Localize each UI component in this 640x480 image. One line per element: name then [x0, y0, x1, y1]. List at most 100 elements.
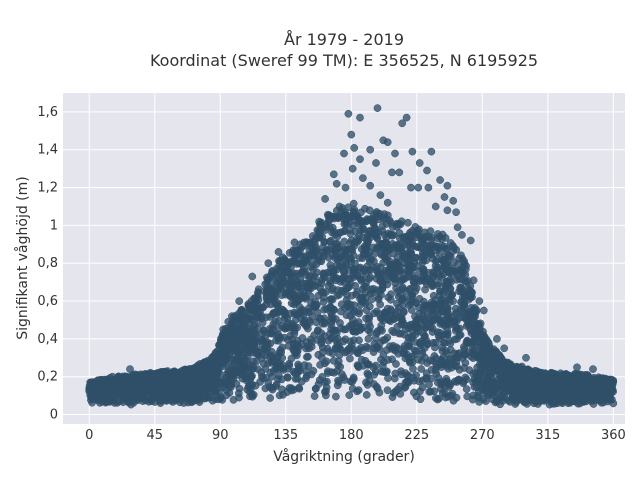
data-point: [315, 217, 324, 226]
data-point: [378, 227, 387, 235]
data-point: [286, 331, 295, 340]
data-point: [271, 289, 280, 298]
data-point: [459, 309, 468, 318]
data-point: [264, 259, 273, 268]
data-point: [443, 181, 452, 190]
data-point: [315, 231, 324, 240]
data-point: [85, 383, 94, 392]
data-point: [456, 324, 464, 333]
data-point: [197, 385, 206, 393]
data-point: [463, 337, 471, 346]
data-point: [372, 159, 380, 167]
data-point: [347, 320, 356, 329]
data-point: [443, 206, 452, 215]
data-point: [405, 324, 413, 333]
data-point: [237, 306, 246, 314]
data-point: [290, 308, 299, 317]
data-point: [345, 391, 354, 399]
data-point: [372, 382, 381, 391]
data-point: [246, 301, 255, 309]
data-point: [429, 316, 437, 325]
y-tick-label: 1,6: [37, 105, 58, 120]
data-point: [307, 335, 315, 344]
data-point: [281, 257, 290, 266]
data-point: [131, 370, 140, 379]
data-point: [274, 299, 282, 307]
data-point: [365, 376, 374, 385]
data-point: [369, 218, 378, 227]
data-point: [430, 352, 439, 360]
data-point: [604, 375, 613, 384]
data-point: [229, 343, 238, 352]
data-point: [406, 357, 414, 366]
data-point: [251, 320, 260, 329]
data-point: [351, 259, 359, 268]
data-point: [392, 284, 400, 293]
data-point: [421, 332, 429, 340]
data-point: [280, 269, 289, 278]
data-point: [224, 376, 232, 385]
data-point: [228, 312, 236, 321]
data-point: [276, 362, 285, 370]
data-point: [366, 289, 375, 298]
y-tick-label: 0,4: [37, 332, 58, 347]
data-point: [479, 346, 488, 354]
data-point: [268, 372, 276, 381]
data-point: [363, 239, 372, 247]
x-tick-label: 135: [273, 428, 298, 443]
data-point: [311, 384, 320, 393]
data-point: [469, 276, 478, 285]
data-point: [169, 369, 178, 377]
data-point: [342, 311, 351, 319]
data-point: [254, 288, 263, 296]
y-tick-label: 0,6: [37, 294, 58, 309]
data-point: [332, 179, 341, 188]
x-tick-labels: 0 45 90 135 180 225 270 315 360: [85, 428, 626, 443]
data-point: [480, 362, 489, 371]
data-point: [450, 335, 459, 344]
data-point: [413, 226, 422, 235]
data-point: [274, 248, 283, 256]
data-point: [415, 339, 424, 348]
data-point: [346, 354, 354, 363]
data-point: [274, 277, 283, 285]
data-point: [458, 231, 466, 239]
x-tick-label: 90: [212, 428, 229, 443]
data-point: [327, 311, 336, 319]
data-point: [431, 366, 440, 375]
data-point: [285, 359, 293, 368]
data-point: [427, 147, 436, 156]
data-point: [365, 312, 374, 321]
chart-title: År 1979 - 2019: [284, 30, 404, 49]
data-point: [298, 334, 307, 342]
data-point: [450, 317, 459, 326]
data-point: [365, 274, 373, 283]
data-point: [248, 272, 257, 281]
data-point: [408, 147, 417, 156]
data-point: [343, 211, 352, 220]
data-point: [589, 396, 597, 405]
data-point: [377, 355, 385, 364]
data-point: [303, 353, 311, 361]
data-point: [299, 291, 308, 300]
data-point: [376, 339, 384, 347]
data-point: [284, 341, 293, 350]
data-point: [320, 238, 329, 246]
data-point: [550, 388, 559, 397]
data-point: [210, 387, 219, 395]
data-point: [310, 392, 319, 400]
data-point: [304, 286, 313, 295]
data-point: [339, 337, 348, 346]
data-point: [352, 212, 361, 221]
data-point: [348, 164, 357, 173]
data-point: [452, 245, 461, 254]
data-point: [356, 300, 365, 309]
data-point: [471, 342, 479, 351]
data-point: [470, 307, 478, 315]
data-point: [476, 355, 484, 364]
data-point: [356, 155, 364, 164]
data-point: [402, 113, 411, 122]
data-point: [456, 283, 465, 292]
data-point: [417, 365, 426, 373]
data-point: [411, 322, 420, 331]
